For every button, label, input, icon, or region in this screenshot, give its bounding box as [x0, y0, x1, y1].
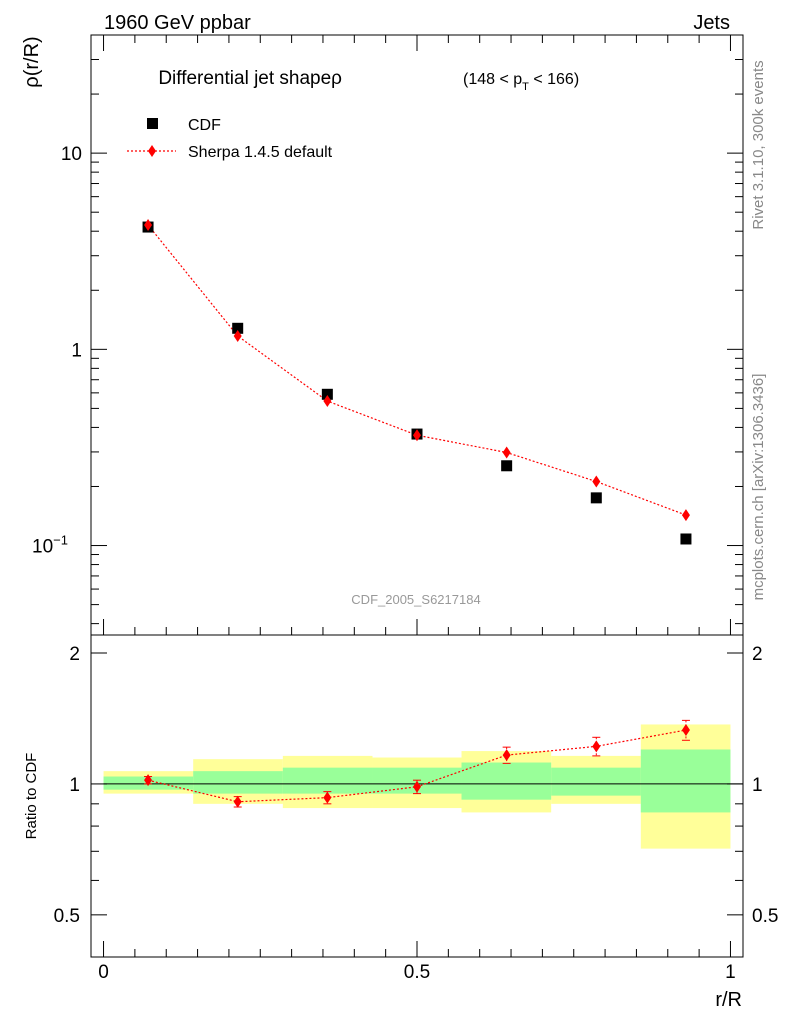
y-tick-label: 1	[71, 340, 82, 361]
ratio-panel: 2 2 1 1 0.5 0.5 0 0.5 1 Ratio to CDF r/R	[23, 634, 779, 1011]
ratio-y-tick-label-left: 2	[69, 644, 80, 665]
sherpa-point	[413, 429, 421, 442]
y-tick-label: 10−1	[32, 533, 68, 558]
ratio-sherpa-point	[502, 749, 511, 762]
legend-label-cdf: CDF	[188, 117, 221, 134]
ratio-band-inner	[551, 767, 641, 796]
chart-title-range: (148 < pT < 166)	[463, 71, 579, 93]
sherpa-point	[144, 219, 153, 232]
ratio-band-inner	[461, 762, 552, 800]
ratio-y-axis-label: Ratio to CDF	[23, 753, 40, 840]
ratio-sherpa-point	[681, 724, 690, 737]
ratio-data-marks	[144, 719, 690, 808]
sherpa-point	[323, 395, 332, 408]
energy-label: 1960 GeV ppbar	[104, 12, 251, 34]
sherpa-point	[592, 475, 601, 488]
ratio-sherpa-point	[413, 780, 421, 793]
ratio-sherpa-point	[323, 791, 332, 804]
sherpa-line	[147, 224, 687, 516]
rivet-version-label: Rivet 3.1.10, 300k events	[750, 60, 767, 229]
ratio-sherpa-point	[233, 795, 242, 808]
x-tick-label: 0	[98, 962, 109, 983]
sherpa-point	[233, 329, 242, 342]
legend-marker-cdf	[147, 118, 158, 129]
ratio-y-tick-label-left: 1	[69, 775, 80, 796]
legend: CDF Sherpa 1.4.5 default	[127, 117, 333, 161]
source-label: mcplots.cern.ch [arXiv:1306.3436]	[750, 374, 767, 601]
y-axis-label: ρ(r/R)	[21, 36, 43, 87]
main-panel: 10 1 10−1 CDF_2005_S6217184 Differential j…	[21, 34, 744, 636]
ratio-band-inner	[193, 771, 283, 794]
ratio-ticks: 2 2 1 1 0.5 0.5 0 0.5 1	[54, 644, 779, 983]
ratio-y-tick-label-right: 1	[752, 775, 763, 796]
legend-label-sherpa: Sherpa 1.4.5 default	[188, 144, 333, 161]
cdf-point	[232, 322, 244, 334]
ratio-band-inner	[640, 749, 731, 813]
y-tick-label: 10	[61, 144, 82, 165]
ratio-bands	[103, 724, 731, 849]
x-axis-label: r/R	[715, 989, 742, 1011]
main-data-marks	[142, 219, 692, 545]
cdf-point	[590, 492, 602, 504]
main-ticks: 10 1 10−1	[32, 34, 743, 635]
ratio-band-inner	[282, 767, 373, 794]
ratio-y-tick-label-right: 2	[752, 644, 763, 665]
ratio-y-tick-label-right: 0.5	[752, 906, 778, 927]
sherpa-point	[502, 446, 511, 459]
ratio-y-tick-label-left: 0.5	[54, 906, 80, 927]
category-label: Jets	[693, 12, 730, 34]
cdf-point	[501, 460, 513, 472]
analysis-watermark: CDF_2005_S6217184	[351, 592, 480, 607]
cdf-point	[680, 533, 692, 545]
cdf-point	[321, 388, 333, 400]
x-tick-label: 0.5	[404, 962, 430, 983]
ratio-sherpa-point	[592, 740, 601, 753]
x-tick-label: 1	[725, 962, 736, 983]
ratio-sherpa-point	[144, 774, 153, 787]
legend-marker-sherpa	[148, 145, 156, 157]
sherpa-point	[681, 509, 690, 522]
chart-title: Differential jet shapeρ	[158, 68, 342, 89]
